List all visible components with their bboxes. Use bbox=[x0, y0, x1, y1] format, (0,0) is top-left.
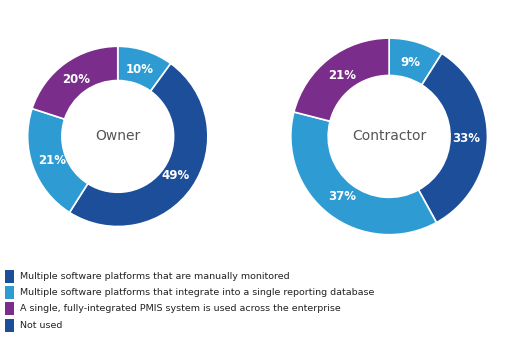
Text: A single, fully-integrated PMIS system is used across the enterprise: A single, fully-integrated PMIS system i… bbox=[20, 305, 341, 313]
Text: Owner: Owner bbox=[95, 129, 140, 144]
Text: 21%: 21% bbox=[328, 69, 356, 82]
Text: 10%: 10% bbox=[125, 63, 154, 76]
Text: Not used: Not used bbox=[20, 321, 63, 330]
Wedge shape bbox=[291, 112, 436, 235]
Wedge shape bbox=[28, 108, 88, 212]
Text: Multiple software platforms that integrate into a single reporting database: Multiple software platforms that integra… bbox=[20, 288, 375, 297]
Text: 49%: 49% bbox=[162, 169, 190, 182]
Text: 21%: 21% bbox=[37, 154, 66, 167]
Wedge shape bbox=[389, 38, 442, 85]
Text: Multiple software platforms that are manually monitored: Multiple software platforms that are man… bbox=[20, 272, 290, 281]
Text: Contractor: Contractor bbox=[352, 129, 426, 144]
Wedge shape bbox=[32, 46, 118, 119]
Text: 37%: 37% bbox=[328, 191, 356, 204]
Wedge shape bbox=[294, 38, 389, 121]
Wedge shape bbox=[418, 54, 487, 223]
Wedge shape bbox=[118, 46, 170, 91]
Wedge shape bbox=[70, 63, 208, 226]
Text: 20%: 20% bbox=[62, 73, 91, 86]
Text: 9%: 9% bbox=[400, 56, 420, 69]
Text: 33%: 33% bbox=[452, 132, 480, 145]
